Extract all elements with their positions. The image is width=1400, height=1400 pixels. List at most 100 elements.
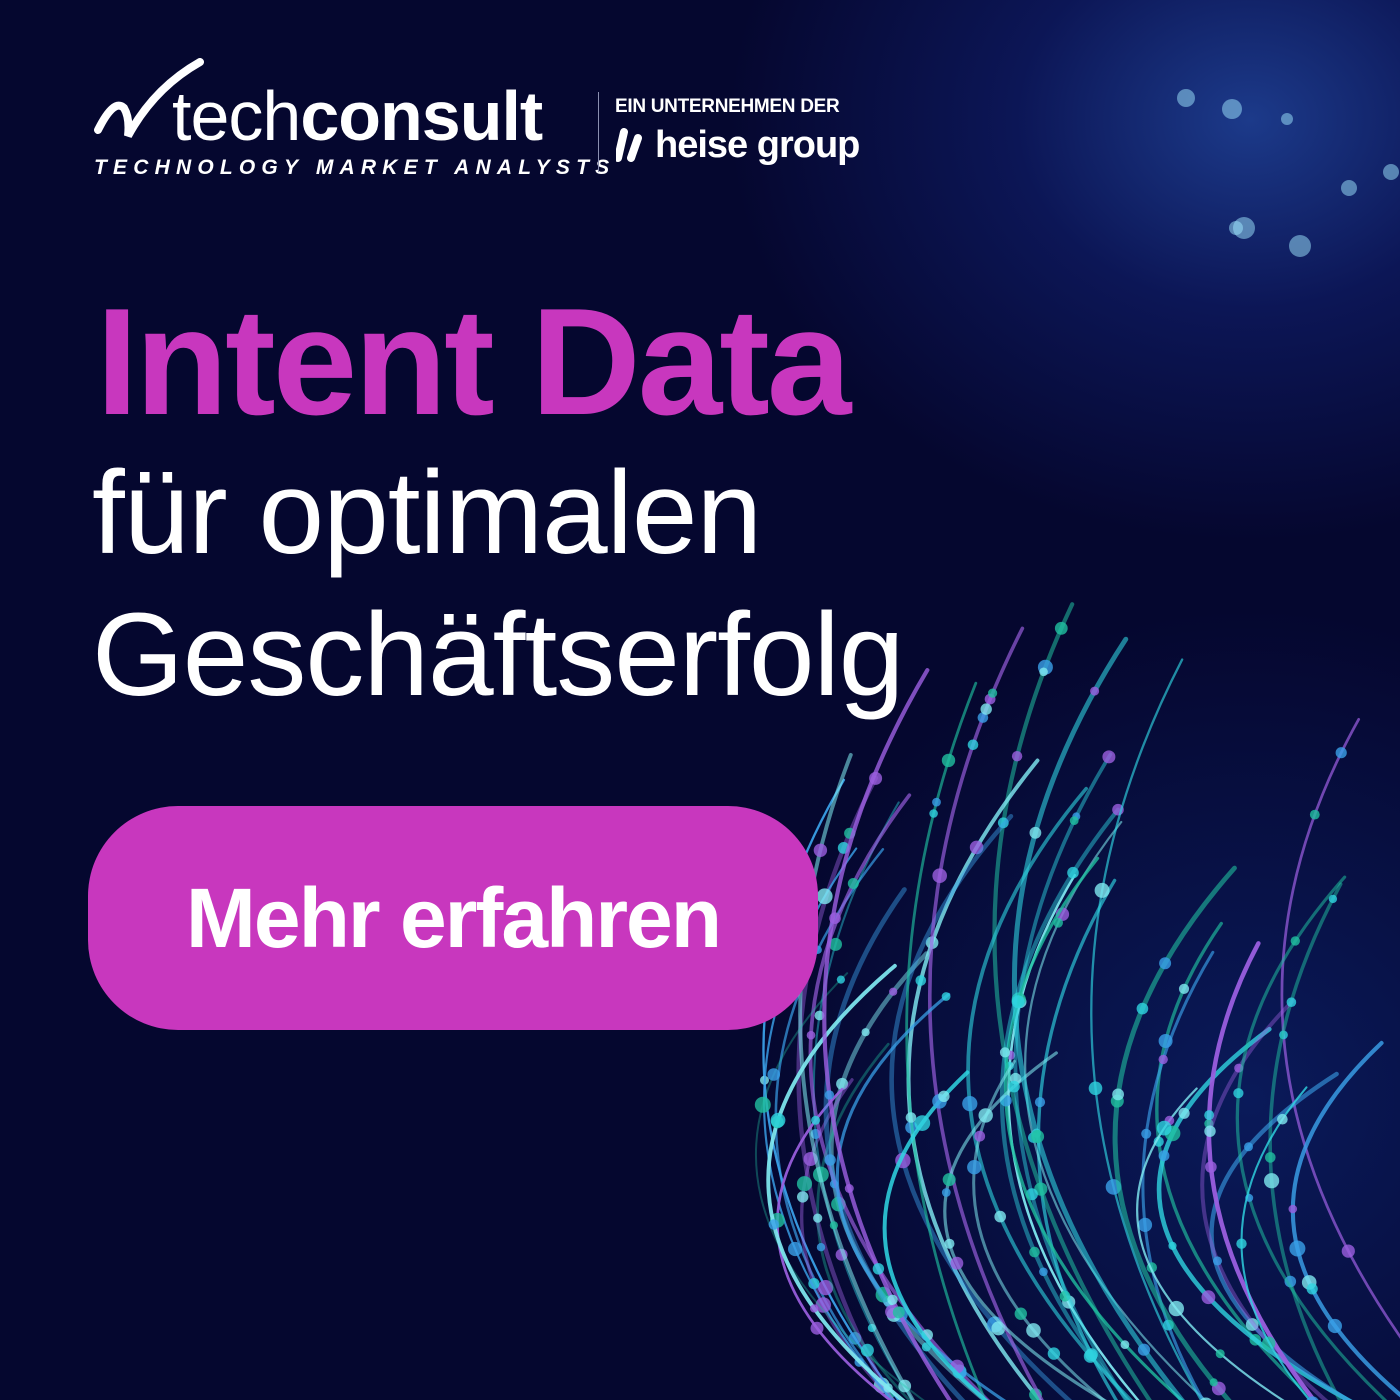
strand-node: [1178, 983, 1190, 995]
strand-line: [755, 972, 925, 1400]
strand-node: [997, 817, 1009, 829]
strand-node: [1286, 997, 1297, 1007]
strand-node: [1306, 1283, 1318, 1295]
strand-node: [872, 1263, 885, 1275]
strand-node: [1158, 1054, 1168, 1065]
strand-node: [1289, 1240, 1306, 1257]
strand-line: [1024, 820, 1207, 1400]
strand-node: [969, 840, 984, 855]
strand-line: [1240, 1086, 1311, 1400]
strand-node: [1047, 1347, 1061, 1360]
strand-node: [1168, 1300, 1185, 1317]
strand-line: [999, 807, 1131, 1400]
strand-node: [1178, 1107, 1190, 1119]
tagline: TECHNOLOGY MARKET ANALYSTS: [94, 156, 616, 179]
strand-node: [915, 975, 927, 986]
glow-dot: [1222, 99, 1242, 119]
strand-node: [1204, 1110, 1215, 1121]
strand-node: [967, 739, 979, 751]
strand-node: [847, 878, 859, 889]
glow-dot: [1341, 180, 1357, 196]
strand-node: [1054, 621, 1068, 635]
strand-line: [905, 681, 987, 1400]
strand-line: [774, 848, 896, 1400]
headline-line3: Geschäftserfolg: [92, 589, 904, 721]
strand-node: [941, 1188, 951, 1197]
strand-node: [1034, 1097, 1046, 1108]
strand-node: [1200, 1397, 1212, 1400]
strand-node: [1213, 1256, 1222, 1266]
strand-line: [992, 602, 1152, 1400]
strand-line: [1206, 941, 1317, 1400]
strand-node: [1156, 1120, 1172, 1136]
strand-node: [829, 1221, 839, 1230]
strand-node: [1039, 667, 1048, 677]
strand-line: [943, 1051, 1108, 1400]
strand-node: [944, 1238, 955, 1249]
strand-node: [929, 809, 938, 818]
strand-node: [1067, 866, 1079, 879]
strand-node: [1288, 1204, 1298, 1214]
glow-dot: [1177, 89, 1195, 107]
strand-node: [1341, 1244, 1355, 1258]
parent-name: heise group: [655, 124, 860, 166]
strand-line: [816, 1042, 912, 1400]
brand-light: tech: [172, 77, 301, 155]
strand-node: [1120, 1340, 1130, 1349]
strand-node: [1215, 1349, 1225, 1359]
glow-dot: [1289, 235, 1311, 257]
strand-node: [1083, 1349, 1097, 1363]
strand-node: [1244, 1142, 1253, 1152]
strand-node: [1201, 1290, 1216, 1305]
strand-node: [816, 888, 833, 905]
logo-divider: [598, 92, 599, 172]
strand-node: [768, 1219, 779, 1230]
strand-node: [889, 987, 898, 996]
strand-node: [1327, 1318, 1342, 1334]
strand-node: [1290, 936, 1301, 946]
strand-node: [974, 1130, 986, 1142]
strand-node: [1030, 1129, 1045, 1144]
strand-node: [980, 703, 992, 715]
strand-line: [1280, 717, 1400, 1339]
strand-line: [1090, 658, 1203, 1400]
strand-line: [776, 1087, 893, 1400]
headline-line2: für optimalen: [92, 447, 762, 579]
strand-node: [754, 1096, 771, 1113]
strand-node: [1014, 1307, 1027, 1320]
strand-node: [1264, 1173, 1280, 1189]
strand-node: [1158, 1150, 1170, 1162]
strand-node: [861, 1028, 870, 1037]
strand-line: [1112, 865, 1237, 1400]
strand-node: [950, 1256, 964, 1270]
strand-node: [942, 1173, 956, 1187]
strand-node: [938, 1090, 950, 1103]
strand-node: [836, 975, 846, 984]
strand-node: [1236, 1238, 1247, 1249]
glow-dot: [1383, 164, 1399, 180]
strand-node: [1204, 1125, 1216, 1137]
strand-node: [818, 1280, 834, 1296]
strand-node: [1335, 747, 1347, 759]
strand-node: [1306, 1396, 1319, 1400]
strand-node: [810, 1321, 824, 1335]
strand-node: [1088, 1081, 1103, 1096]
strand-node: [788, 1241, 803, 1257]
strand-node: [1102, 750, 1116, 764]
strand-line: [800, 1078, 896, 1400]
strand-node: [814, 1010, 825, 1021]
mehr-erfahren-button[interactable]: Mehr erfahren: [88, 806, 818, 1030]
strand-node: [999, 1047, 1011, 1058]
strand-node: [848, 1332, 862, 1345]
strand-node: [1029, 826, 1042, 839]
strand-node: [1309, 809, 1320, 820]
strand-node: [767, 1068, 780, 1081]
strand-line: [972, 1059, 1106, 1400]
strand-node: [1277, 1113, 1288, 1125]
strand-node: [1137, 1217, 1153, 1232]
strand-node: [1136, 1002, 1149, 1015]
strand-node: [810, 1304, 819, 1313]
strand-node: [1153, 1136, 1164, 1147]
strand-node: [1011, 751, 1023, 762]
